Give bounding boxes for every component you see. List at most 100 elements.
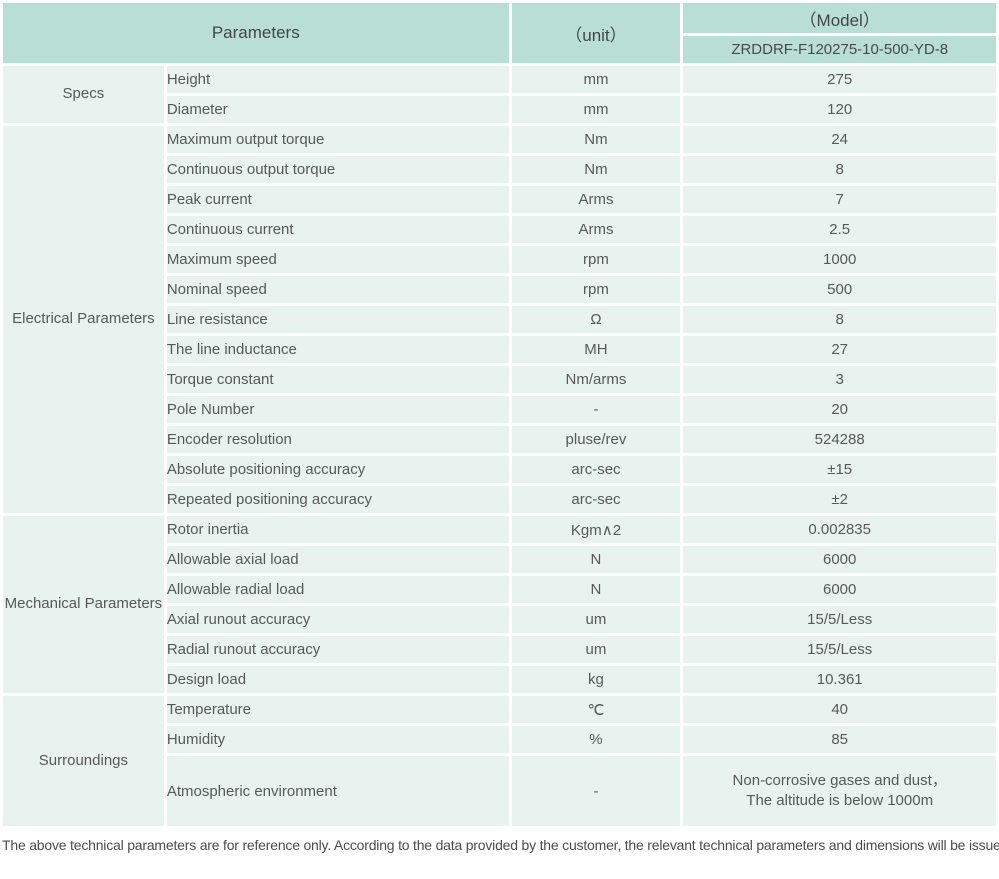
value-cell: 40	[683, 696, 996, 723]
unit-cell: Ω	[511, 306, 681, 333]
param-name: Repeated positioning accuracy	[166, 486, 509, 513]
unit-cell: Nm/arms	[511, 366, 681, 393]
table-row: Diameter mm 120	[3, 96, 996, 123]
value-cell: 524288	[683, 426, 996, 453]
param-name: Height	[166, 66, 509, 93]
table-row: Absolute positioning accuracy arc-sec ±1…	[3, 456, 996, 483]
param-name: Maximum speed	[166, 246, 509, 273]
unit-cell: mm	[511, 66, 681, 93]
value-cell: 1000	[683, 246, 996, 273]
table-row: Peak current Arms 7	[3, 186, 996, 213]
param-name: Radial runout accuracy	[166, 636, 509, 663]
spec-table: Parameters （unit） （Model） ZRDDRF-F120275…	[3, 3, 996, 826]
value-cell: 85	[683, 726, 996, 753]
parameters-header: Parameters	[3, 3, 509, 63]
table-row: Specs Height mm 275	[3, 66, 996, 123]
value-cell: 3	[683, 366, 996, 393]
category-cell-mechanical: Mechanical Parameters	[3, 516, 164, 693]
model-header: （Model）	[683, 3, 996, 33]
param-name: The line inductance	[166, 336, 509, 363]
value-cell: 20	[683, 396, 996, 423]
table-row: Radial runout accuracy um 15/5/Less	[3, 636, 996, 663]
value-cell: 27	[683, 336, 996, 363]
unit-cell: pluse/rev	[511, 426, 681, 453]
value-cell: 8	[683, 156, 996, 183]
param-name: Torque constant	[166, 366, 509, 393]
value-cell: 10.361	[683, 666, 996, 693]
table-row: Electrical Parameters Maximum output tor…	[3, 126, 996, 513]
category-cell-surroundings: Surroundings	[3, 696, 164, 826]
unit-cell: um	[511, 636, 681, 663]
header-row: Parameters （unit） （Model）	[3, 3, 996, 63]
value-cell: 15/5/Less	[683, 606, 996, 633]
param-name: Rotor inertia	[166, 516, 509, 543]
model-number-row: ZRDDRF-F120275-10-500-YD-8	[3, 36, 996, 63]
category-cell-specs: Specs	[3, 66, 164, 123]
table-row: Encoder resolution pluse/rev 524288	[3, 426, 996, 453]
unit-cell: -	[511, 396, 681, 423]
table-row: Allowable radial load N 6000	[3, 576, 996, 603]
param-name: Continuous output torque	[166, 156, 509, 183]
value-cell: 275	[683, 66, 996, 93]
param-name: Humidity	[166, 726, 509, 753]
value-cell: 2.5	[683, 216, 996, 243]
param-name: Allowable axial load	[166, 546, 509, 573]
unit-cell: mm	[511, 96, 681, 123]
table-row: Design load kg 10.361	[3, 666, 996, 693]
unit-cell: N	[511, 546, 681, 573]
value-cell: 6000	[683, 546, 996, 573]
param-name: Atmospheric environment	[166, 756, 509, 826]
value-cell: ±15	[683, 456, 996, 483]
table-row: Continuous output torque Nm 8	[3, 156, 996, 183]
value-cell: 120	[683, 96, 996, 123]
param-name: Maximum output torque	[166, 126, 509, 153]
param-name: Nominal speed	[166, 276, 509, 303]
param-name: Peak current	[166, 186, 509, 213]
table-row: The line inductance MH 27	[3, 336, 996, 363]
unit-cell: %	[511, 726, 681, 753]
table-row: Atmospheric environment - Non-corrosive …	[3, 756, 996, 826]
value-cell: 8	[683, 306, 996, 333]
unit-cell: rpm	[511, 276, 681, 303]
table-row: Torque constant Nm/arms 3	[3, 366, 996, 393]
value-cell: 0.002835	[683, 516, 996, 543]
param-name: Line resistance	[166, 306, 509, 333]
param-name: Axial runout accuracy	[166, 606, 509, 633]
unit-cell: Nm	[511, 156, 681, 183]
param-name: Design load	[166, 666, 509, 693]
table-row: Allowable axial load N 6000	[3, 546, 996, 573]
param-name: Continuous current	[166, 216, 509, 243]
value-cell: 15/5/Less	[683, 636, 996, 663]
table-row: Continuous current Arms 2.5	[3, 216, 996, 243]
param-name: Temperature	[166, 696, 509, 723]
param-name: Encoder resolution	[166, 426, 509, 453]
table-row: Line resistance Ω 8	[3, 306, 996, 333]
unit-cell: Nm	[511, 126, 681, 153]
unit-cell: Arms	[511, 216, 681, 243]
unit-header: （unit）	[511, 3, 681, 63]
table-row: Nominal speed rpm 500	[3, 276, 996, 303]
unit-cell: arc-sec	[511, 486, 681, 513]
unit-cell: ℃	[511, 696, 681, 723]
value-cell: Non-corrosive gases and dust， The altitu…	[683, 756, 996, 826]
category-cell-electrical: Electrical Parameters	[3, 126, 164, 513]
value-cell: 24	[683, 126, 996, 153]
unit-cell: arc-sec	[511, 456, 681, 483]
value-cell: 6000	[683, 576, 996, 603]
table-row: Maximum speed rpm 1000	[3, 246, 996, 273]
param-name: Allowable radial load	[166, 576, 509, 603]
param-name: Pole Number	[166, 396, 509, 423]
model-number: ZRDDRF-F120275-10-500-YD-8	[683, 36, 996, 63]
unit-cell: Arms	[511, 186, 681, 213]
table-row: Repeated positioning accuracy arc-sec ±2	[3, 486, 996, 513]
footer-note: The above technical parameters are for r…	[2, 837, 999, 853]
unit-cell: Kgm∧2	[511, 516, 681, 543]
unit-cell: MH	[511, 336, 681, 363]
value-cell: 7	[683, 186, 996, 213]
table-row: Pole Number - 20	[3, 396, 996, 423]
table-row: Axial runout accuracy um 15/5/Less	[3, 606, 996, 633]
unit-cell: um	[511, 606, 681, 633]
unit-cell: N	[511, 576, 681, 603]
table-row: Mechanical Parameters Rotor inertia Kgm∧…	[3, 516, 996, 693]
